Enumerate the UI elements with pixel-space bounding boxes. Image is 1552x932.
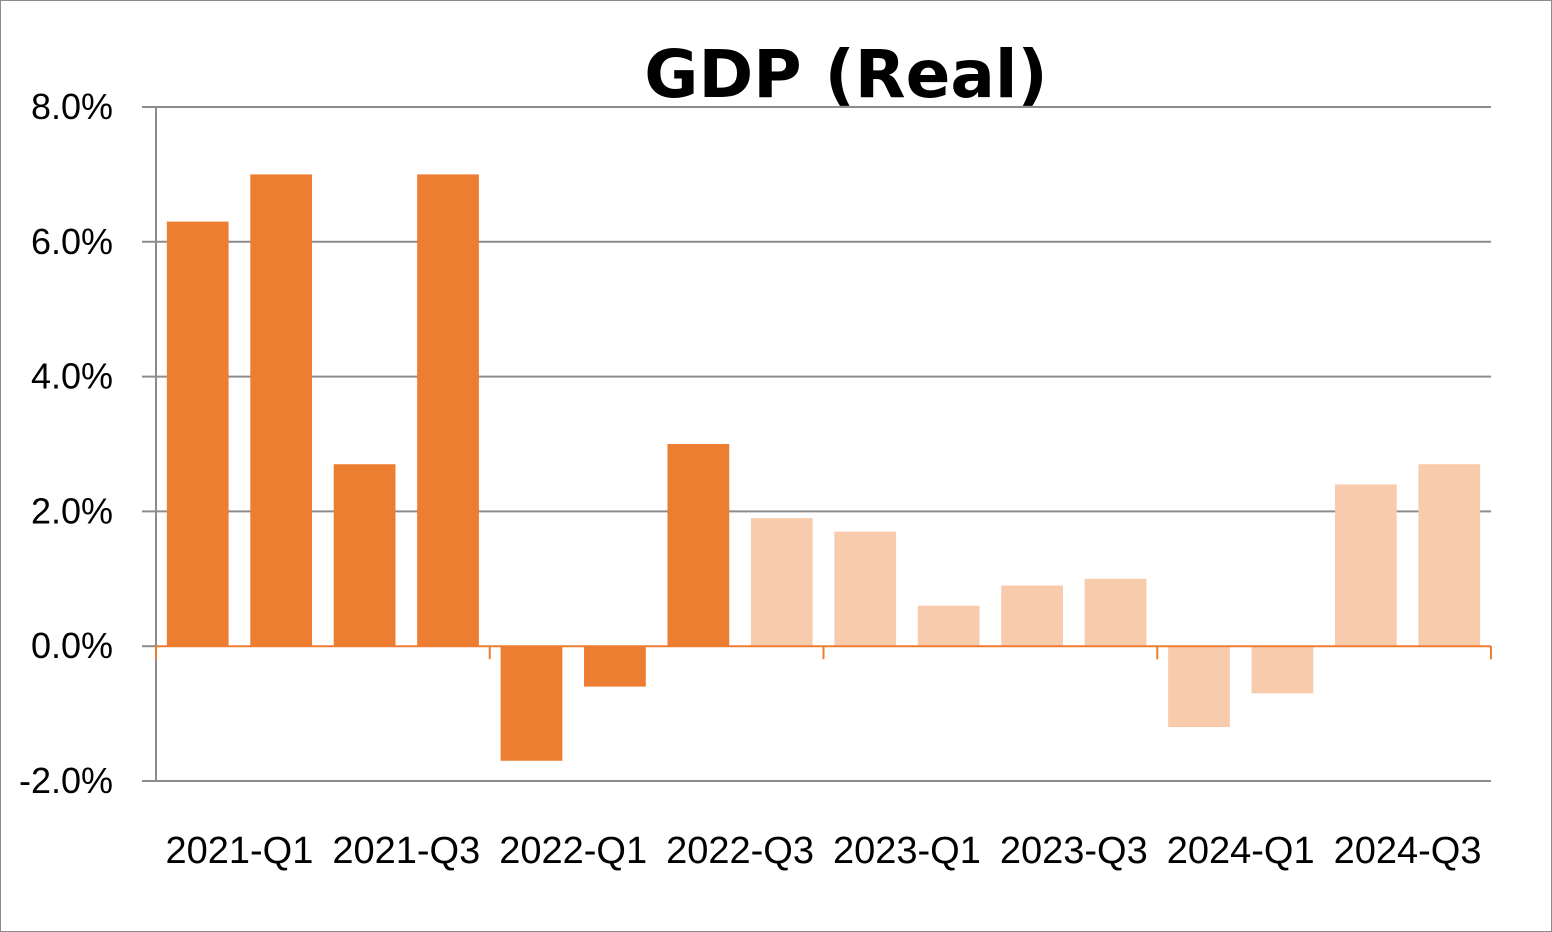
y-axis-tick-labels: 8.0% 6.0% 4.0% 2.0% 0.0% -2.0% bbox=[19, 86, 113, 801]
x-tick-label: 2021-Q3 bbox=[332, 830, 480, 872]
bar-2024-q3 bbox=[1334, 484, 1397, 647]
y-tick-label: 8.0% bbox=[31, 86, 113, 127]
bar-2023-q1 bbox=[834, 531, 897, 647]
bar-2021-q1 bbox=[166, 221, 229, 647]
x-tick-label: 2023-Q1 bbox=[833, 830, 981, 872]
y-tick-label: 6.0% bbox=[31, 221, 113, 262]
bar-2022-q4 bbox=[750, 518, 813, 647]
bar-2023-q4 bbox=[1084, 578, 1147, 647]
x-tick-label: 2024-Q1 bbox=[1167, 830, 1315, 872]
y-tick-label: 2.0% bbox=[31, 490, 113, 531]
bar-2021-q3 bbox=[333, 464, 396, 647]
y-tick-label: 4.0% bbox=[31, 356, 113, 397]
chart-title: GDP (Real) bbox=[644, 36, 1047, 113]
x-tick-label: 2022-Q3 bbox=[666, 830, 814, 872]
bar-2022-q2 bbox=[584, 646, 646, 687]
bar-2023-q3 bbox=[1001, 585, 1063, 647]
bar-2023-q2 bbox=[917, 605, 980, 647]
bars bbox=[166, 174, 1481, 761]
bar-2021-q2 bbox=[250, 174, 313, 647]
x-tick-label: 2021-Q1 bbox=[165, 830, 313, 872]
y-tick-label: -2.0% bbox=[19, 760, 113, 801]
bar-2022-q1 bbox=[500, 646, 563, 761]
y-tick-label: 0.0% bbox=[31, 625, 113, 666]
x-tick-label: 2024-Q3 bbox=[1334, 830, 1482, 872]
bar-2024-q4 bbox=[1418, 464, 1481, 647]
bar-2021-q4 bbox=[417, 174, 479, 647]
x-axis-tick-labels: 2021-Q1 2021-Q3 2022-Q1 2022-Q3 2023-Q1 2023-… bbox=[165, 830, 1481, 872]
bar-2022-q3 bbox=[667, 444, 730, 647]
x-tick-label: 2022-Q1 bbox=[499, 830, 647, 872]
bar-2024-q1 bbox=[1168, 646, 1230, 728]
x-tick-label: 2023-Q3 bbox=[1000, 830, 1148, 872]
x-axis bbox=[155, 645, 1492, 660]
bar-2024-q2 bbox=[1251, 646, 1314, 694]
